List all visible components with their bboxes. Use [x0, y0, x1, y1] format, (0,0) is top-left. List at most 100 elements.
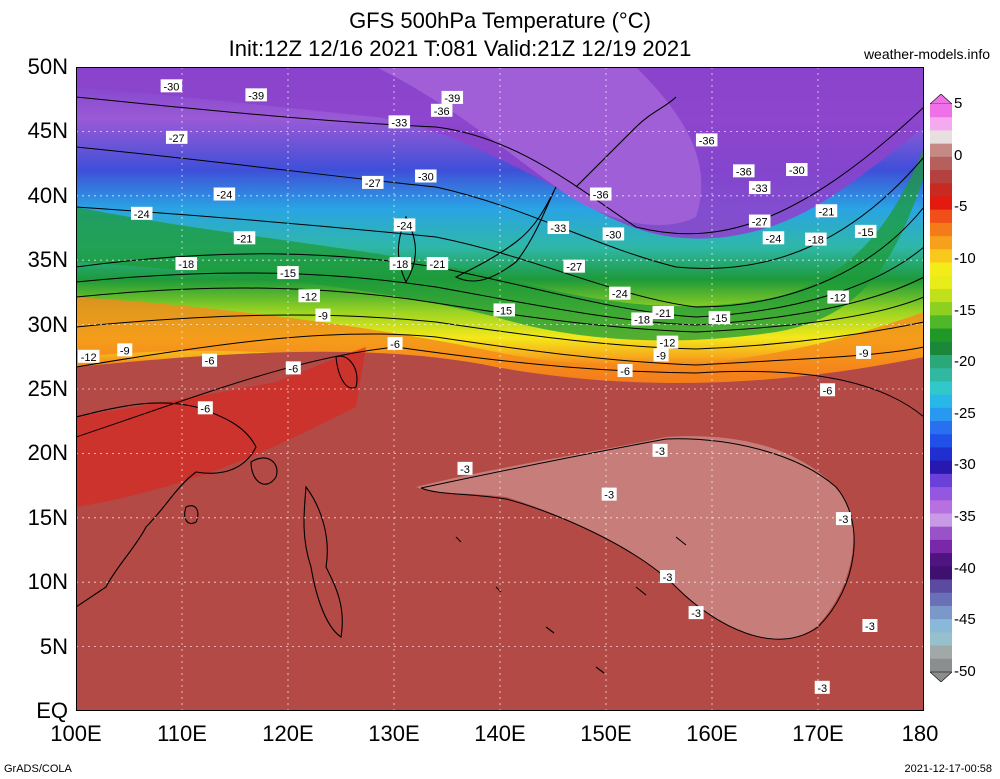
colorbar-tick-label: 5	[954, 95, 963, 112]
colorbar-bottom-arrow	[930, 671, 952, 682]
contour-label-text: -36	[434, 106, 450, 118]
colorbar-cell	[930, 513, 952, 528]
latitude-tick-label: EQ	[36, 698, 68, 723]
contour-label-text: -33	[550, 223, 566, 235]
contour-label-background	[389, 257, 412, 271]
colorbar-cell	[930, 315, 952, 330]
contour-label-background	[602, 227, 625, 241]
isotherm-contours	[76, 96, 924, 640]
contour-label-text: -6	[205, 356, 215, 368]
contour-label: -3	[862, 618, 878, 633]
contour-label-text: -27	[169, 133, 185, 145]
contour-label: -24	[609, 286, 631, 301]
contour-label-text: -6	[823, 385, 833, 397]
contour-label-text: -6	[288, 363, 298, 375]
contour-label-background	[117, 343, 133, 357]
latitude-tick-label: 15N	[27, 504, 68, 530]
colorbar-cell	[930, 619, 952, 633]
colorbar-cell	[930, 421, 952, 435]
colorbar-cell	[930, 104, 952, 118]
colorbar-cell	[930, 275, 952, 290]
contour-label-background	[589, 187, 612, 201]
contour-label-text: -30	[418, 171, 434, 183]
contour-label-text: -39	[444, 93, 460, 105]
contour-label-text: -9	[318, 311, 328, 323]
contour-label-background	[748, 181, 771, 195]
longitude-tick-label: 140E	[474, 721, 526, 746]
contour-labels: -30-39 -39-36-33-27 -36-36 -30-33-27-30-36-…	[77, 79, 878, 695]
contour-label-background	[563, 259, 585, 273]
isotherm-24	[76, 206, 924, 308]
colorbar-cell	[930, 592, 952, 607]
contour-label-background	[197, 401, 213, 415]
contour-label: -9	[117, 343, 133, 357]
colorbar-cell	[930, 658, 952, 673]
longitude-tick-label: 110E	[157, 721, 207, 746]
contour-label-background	[652, 443, 668, 457]
colorbar-cell	[930, 447, 952, 462]
contour-label-text: -3	[691, 608, 701, 620]
contour-label-text: -33	[391, 117, 407, 129]
contour-label-text: -27	[566, 262, 582, 274]
contour-label-background	[285, 361, 301, 375]
contour-label-background	[708, 311, 731, 325]
contour-label-text: -3	[839, 514, 849, 526]
contour-label: -36	[430, 103, 453, 118]
contour-label: -30	[415, 169, 437, 183]
coastline-japan	[454, 186, 557, 282]
temperature-map: -30 -39 -39 -36 -33 -27 -36 -36 -30 -33 -27 -30 -36-…	[76, 67, 924, 711]
contour-label: -33	[748, 181, 771, 195]
colorbar-tick-label: -25	[954, 404, 976, 422]
contour-label-text: -36	[736, 166, 752, 178]
contour-label: -33	[547, 221, 570, 235]
isotherm-15	[76, 287, 924, 333]
isotherm-3	[420, 438, 855, 640]
contour-label-text: -24	[216, 190, 232, 202]
contour-label-text: -18	[808, 235, 824, 247]
contour-label-text: -3	[865, 621, 875, 633]
colorbar	[930, 94, 952, 682]
contour-label-background	[854, 224, 877, 238]
colorbar-cell	[930, 288, 952, 303]
latitude-tick-label: 10N	[27, 569, 68, 595]
longitude-tick-label: 180	[901, 721, 939, 746]
footer-software-label: GrADS/COLA	[4, 763, 72, 775]
coastline-island	[184, 505, 199, 525]
contour-label: -6	[197, 401, 213, 415]
contour-label-background	[245, 88, 267, 102]
isotherm-18	[76, 272, 924, 326]
isotherm-9	[76, 333, 924, 368]
colorbar-cell	[930, 460, 952, 475]
contour-label: -3	[601, 487, 617, 502]
contour-label: -39	[441, 90, 464, 105]
contour-label-text: -30	[789, 165, 805, 177]
coastline-taiwan	[335, 355, 358, 389]
contour-label-text: -9	[656, 351, 666, 363]
map-title: GFS 500hPa Temperature (°C)	[349, 8, 651, 33]
contour-label-text: -36	[699, 135, 715, 147]
longitude-tick-label: 130E	[368, 721, 420, 746]
contour-label: -18	[631, 312, 653, 326]
colorbar-cell	[930, 236, 952, 250]
contour-label-text: -21	[655, 308, 671, 320]
colorbar-cell	[930, 434, 952, 448]
contour-label: -18	[175, 257, 197, 271]
contour-label-text: -18	[634, 314, 650, 326]
coastline-asia	[76, 402, 257, 608]
contour-label-background	[160, 79, 183, 93]
longitude-tick-label: 170E	[792, 721, 844, 746]
isotherm-21	[76, 246, 924, 318]
colorbar-cell	[930, 381, 952, 396]
colorbar-cell	[930, 262, 952, 277]
colorbar-cell	[930, 183, 952, 197]
contour-label-text: -12	[301, 291, 317, 303]
contour-label-text: -27	[752, 217, 768, 229]
colorbar-top-arrow	[930, 94, 952, 105]
contour-label: -6	[820, 383, 836, 397]
contour-label: -18	[805, 232, 827, 247]
contour-label: -9	[315, 308, 331, 323]
contour-label-background	[827, 290, 849, 304]
contour-label-background	[298, 289, 320, 303]
colorbar-cell	[930, 302, 952, 316]
